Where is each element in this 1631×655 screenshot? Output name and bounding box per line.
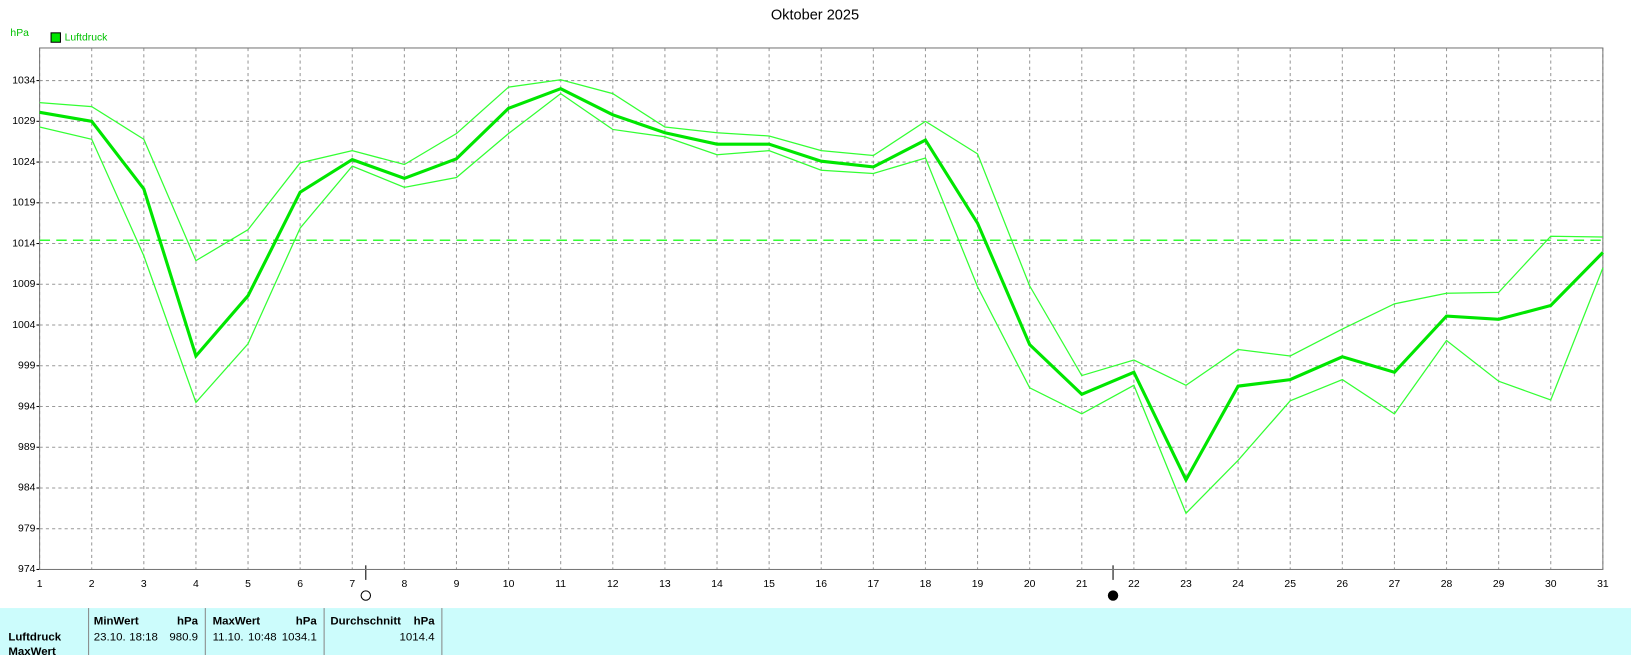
x-tick-label: 28 xyxy=(1441,579,1453,590)
x-tick-label: 19 xyxy=(972,579,984,590)
legend-swatch xyxy=(50,32,61,43)
table-cell: 10:48 xyxy=(248,631,277,643)
x-tick-label: 2 xyxy=(89,579,95,590)
series-line xyxy=(39,87,1604,484)
y-tick-label: 1029 xyxy=(12,116,35,127)
stats-table-bg xyxy=(0,608,1631,655)
table-dividers xyxy=(88,608,443,655)
x-tick-label: 25 xyxy=(1284,579,1296,590)
y-tick-label: 994 xyxy=(18,401,36,412)
x-tick-label: 4 xyxy=(193,579,199,590)
x-tick-label: 6 xyxy=(297,579,303,590)
y-tick-label: 1024 xyxy=(12,157,35,168)
legend-label: Luftdruck xyxy=(65,32,109,43)
chart-title: Oktober 2025 xyxy=(771,8,859,24)
table-cell: 18:18 xyxy=(129,631,158,643)
x-tick-label: 17 xyxy=(868,579,880,590)
moon-new-icon xyxy=(1107,590,1119,601)
x-tick-label: 10 xyxy=(503,579,515,590)
x-tick-label: 18 xyxy=(920,579,932,590)
x-tick-label: 15 xyxy=(763,579,775,590)
x-tick-label: 8 xyxy=(401,579,407,590)
y-tick-label: 1009 xyxy=(12,279,35,290)
x-tick-label: 29 xyxy=(1493,579,1505,590)
x-tick-label: 24 xyxy=(1232,579,1244,590)
table-header: MinWert xyxy=(94,616,139,628)
table-header-unit: hPa xyxy=(177,616,199,628)
table-header-unit: hPa xyxy=(296,616,318,628)
table-header-unit: hPa xyxy=(414,616,436,628)
table-cell: 980.9 xyxy=(169,631,198,643)
x-tick-label: 7 xyxy=(349,579,355,590)
y-tick-label: 1034 xyxy=(12,75,35,86)
table-cell: 1034.1 xyxy=(282,631,317,643)
x-tick-label: 5 xyxy=(245,579,251,590)
plot-border xyxy=(39,47,1604,570)
x-tick-label: 9 xyxy=(454,579,460,590)
table-cell: 11.10. xyxy=(213,631,244,643)
y-tick-label: 1014 xyxy=(12,238,35,249)
table-row-label: MaxWert xyxy=(8,646,56,655)
x-tick-label: 23 xyxy=(1180,579,1192,590)
y-tick-label: 999 xyxy=(18,361,36,372)
table-header: Durchschnitt xyxy=(330,616,401,628)
series-line xyxy=(39,79,1603,387)
table-cell: 23.10. xyxy=(94,631,126,643)
x-tick-label: 16 xyxy=(815,579,827,590)
y-tick-label: 974 xyxy=(18,564,36,575)
x-tick-label: 12 xyxy=(607,579,619,590)
y-tick-label: 989 xyxy=(18,442,36,453)
table-cell: 1014.4 xyxy=(400,631,436,643)
y-axis-label: hPa xyxy=(10,28,29,39)
x-tick-label: 1 xyxy=(37,579,43,590)
y-tick-label: 1004 xyxy=(12,320,35,331)
x-tick-label: 11 xyxy=(555,579,566,590)
x-tick-label: 30 xyxy=(1545,579,1557,590)
x-tick-label: 27 xyxy=(1389,579,1401,590)
x-tick-label: 14 xyxy=(711,579,723,590)
x-tick-label: 22 xyxy=(1128,579,1140,590)
x-tick-label: 21 xyxy=(1076,579,1088,590)
x-tick-label: 13 xyxy=(659,579,671,590)
moon-full-icon xyxy=(360,590,372,601)
table-header: MaxWert xyxy=(213,616,261,628)
x-tick-label: 31 xyxy=(1597,579,1609,590)
x-tick-label: 20 xyxy=(1024,579,1036,590)
series-line xyxy=(39,92,1604,515)
y-tick-label: 979 xyxy=(18,523,36,534)
y-tick-label: 984 xyxy=(18,483,36,494)
y-tick-label: 1019 xyxy=(12,198,35,209)
x-tick-label: 3 xyxy=(141,579,147,590)
table-row-label: Luftdruck xyxy=(8,631,61,643)
x-tick-label: 26 xyxy=(1337,579,1349,590)
